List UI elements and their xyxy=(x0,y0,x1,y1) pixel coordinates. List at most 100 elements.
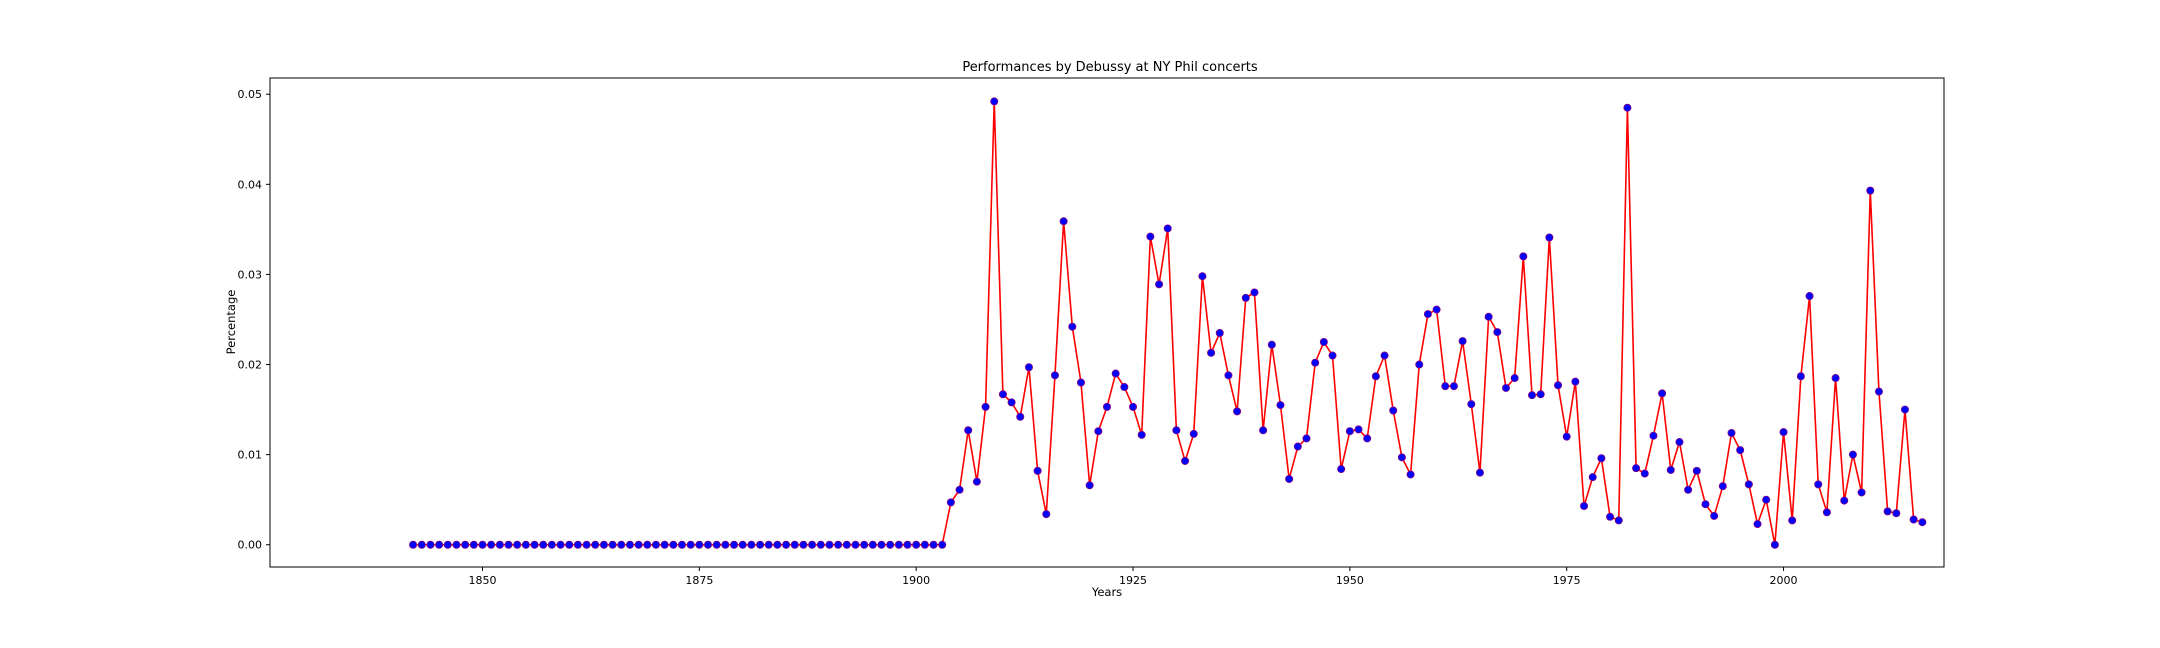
data-point xyxy=(599,540,608,549)
data-point xyxy=(912,540,921,549)
data-point xyxy=(1293,442,1302,451)
x-tick-label: 1975 xyxy=(1553,574,1581,587)
data-point xyxy=(591,540,600,549)
data-point xyxy=(1701,500,1710,509)
data-point xyxy=(1319,338,1328,347)
chart-title: Performances by Debussy at NY Phil conce… xyxy=(962,60,1258,75)
y-axis: 0.00 0.01 0.02 0.03 0.04 0.05 xyxy=(238,88,270,552)
data-point xyxy=(868,540,877,549)
data-point xyxy=(651,540,660,549)
series-line xyxy=(413,100,1923,546)
data-point xyxy=(1120,383,1129,392)
data-point xyxy=(556,540,565,549)
data-point xyxy=(1302,434,1311,443)
data-point xyxy=(452,540,461,549)
data-point xyxy=(1397,453,1406,462)
data-point xyxy=(1536,390,1545,399)
data-point xyxy=(1874,387,1883,396)
data-point xyxy=(1727,429,1736,438)
data-point xyxy=(773,540,782,549)
data-point xyxy=(842,540,851,549)
data-point xyxy=(1042,510,1051,519)
x-tick-label: 1900 xyxy=(902,574,930,587)
data-point xyxy=(695,540,704,549)
data-point xyxy=(1259,426,1268,435)
data-point xyxy=(990,97,999,106)
data-point xyxy=(816,540,825,549)
data-point xyxy=(1718,482,1727,491)
data-point xyxy=(834,540,843,549)
data-point xyxy=(1163,224,1172,233)
data-point xyxy=(886,540,895,549)
data-point xyxy=(1007,398,1016,407)
data-point xyxy=(1449,382,1458,391)
data-point xyxy=(1562,432,1571,441)
data-point xyxy=(443,540,452,549)
data-point xyxy=(409,540,418,549)
data-point xyxy=(1094,427,1103,436)
data-point xyxy=(1736,446,1745,455)
y-tick-label: 0.00 xyxy=(238,539,263,552)
data-point xyxy=(964,426,973,435)
data-point xyxy=(1614,516,1623,525)
data-point xyxy=(808,540,817,549)
data-point xyxy=(920,540,929,549)
data-point xyxy=(1233,407,1242,416)
data-point xyxy=(1371,372,1380,381)
data-point xyxy=(1883,507,1892,516)
data-point xyxy=(894,540,903,549)
x-axis-label: Years xyxy=(1091,585,1122,599)
data-point xyxy=(1059,217,1068,226)
data-point xyxy=(1892,509,1901,518)
axes-frame xyxy=(269,77,1945,568)
data-point xyxy=(903,540,912,549)
data-point xyxy=(860,540,869,549)
data-point xyxy=(1285,474,1294,483)
data-point xyxy=(1545,233,1554,242)
x-tick-label: 1925 xyxy=(1119,574,1147,587)
data-point xyxy=(1363,434,1372,443)
data-point xyxy=(1224,371,1233,380)
data-point xyxy=(669,540,678,549)
data-point xyxy=(1501,383,1510,392)
data-point xyxy=(1753,520,1762,529)
data-point xyxy=(513,540,522,549)
data-point xyxy=(1415,360,1424,369)
data-point xyxy=(1467,400,1476,409)
data-point xyxy=(582,540,591,549)
data-point xyxy=(1744,480,1753,489)
x-axis: 1850 1875 1900 1925 1950 1975 2000 xyxy=(469,567,1798,587)
y-tick-label: 0.04 xyxy=(238,178,263,191)
data-point xyxy=(1345,427,1354,436)
data-point xyxy=(1050,371,1059,380)
data-point xyxy=(1831,374,1840,383)
data-point xyxy=(1068,322,1077,331)
x-tick-label: 2000 xyxy=(1770,574,1798,587)
data-point xyxy=(1788,516,1797,525)
data-point xyxy=(998,390,1007,399)
data-point xyxy=(1181,456,1190,465)
data-point xyxy=(1111,369,1120,378)
y-axis-label: Percentage xyxy=(224,290,238,355)
data-point xyxy=(1406,470,1415,479)
data-point xyxy=(1814,480,1823,489)
data-point xyxy=(1822,508,1831,517)
data-point xyxy=(686,540,695,549)
data-point xyxy=(929,540,938,549)
data-point xyxy=(1675,438,1684,447)
data-point xyxy=(634,540,643,549)
data-point xyxy=(1311,358,1320,367)
data-point xyxy=(1666,465,1675,474)
data-point xyxy=(1085,481,1094,490)
data-point xyxy=(1857,488,1866,497)
data-point xyxy=(1076,378,1085,387)
data-point xyxy=(1337,465,1346,474)
data-point xyxy=(1198,272,1207,281)
data-point xyxy=(1423,310,1432,319)
data-point xyxy=(1510,374,1519,383)
data-point xyxy=(1606,512,1615,521)
data-point xyxy=(1241,293,1250,302)
y-tick-label: 0.05 xyxy=(238,88,263,101)
y-tick-label: 0.01 xyxy=(238,449,263,462)
data-point xyxy=(1692,466,1701,475)
